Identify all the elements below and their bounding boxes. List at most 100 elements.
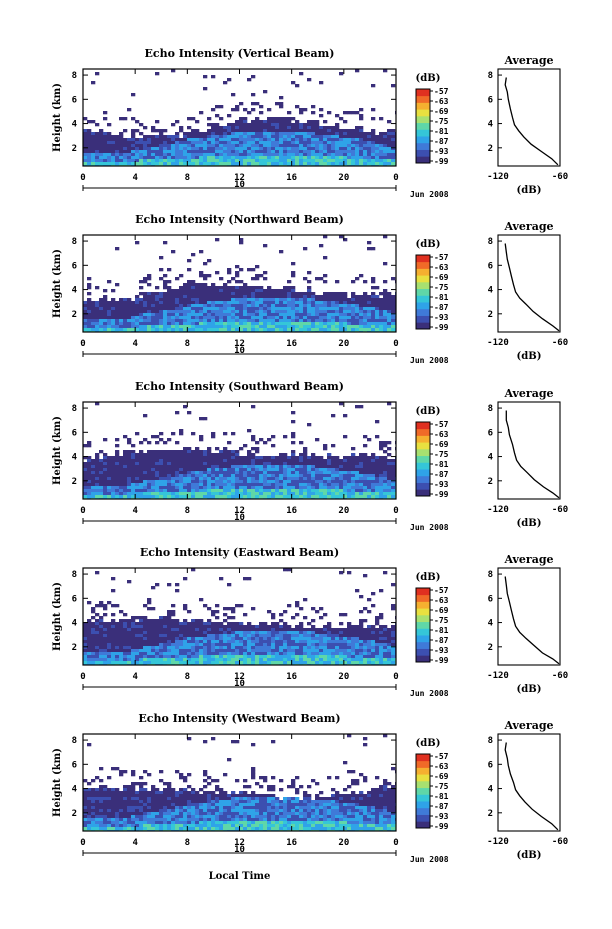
heatmap-cell xyxy=(299,625,304,629)
heatmap-cell xyxy=(103,301,108,305)
heatmap-cell xyxy=(123,468,128,472)
heatmap-cell xyxy=(355,480,360,484)
heatmap-cell xyxy=(371,156,376,160)
heatmap-cell xyxy=(207,156,212,160)
heatmap-cell xyxy=(291,477,296,481)
heatmap-cell xyxy=(115,453,120,457)
heatmap-cell xyxy=(115,156,120,160)
heatmap-cell xyxy=(311,292,316,296)
heatmap-cell xyxy=(235,132,240,136)
heatmap-cell xyxy=(311,459,316,463)
heatmap-cell xyxy=(131,655,136,659)
heatmap-cell xyxy=(155,465,160,469)
heatmap-cell xyxy=(251,435,256,439)
heatmap-cell xyxy=(147,304,152,308)
heatmap-cell xyxy=(179,153,184,157)
heatmap-cell xyxy=(299,456,304,460)
heatmap-cell xyxy=(159,631,164,635)
heatmap-cell xyxy=(219,622,224,626)
heatmap-cell xyxy=(219,153,224,157)
heatmap-cell xyxy=(111,135,116,139)
heatmap-cell xyxy=(223,153,228,157)
heatmap-cell xyxy=(303,304,308,308)
heatmap-cell xyxy=(295,129,300,133)
heatmap-cell xyxy=(187,480,192,484)
heatmap-cell xyxy=(171,631,176,635)
heatmap-cell xyxy=(351,465,356,469)
heatmap-cell xyxy=(183,495,188,499)
heatmap-cell xyxy=(335,489,340,493)
heatmap-cell xyxy=(311,307,316,311)
heatmap-cell xyxy=(115,313,120,317)
heatmap-cell xyxy=(231,93,236,97)
heatmap-cell xyxy=(95,316,100,320)
heatmap-cell xyxy=(323,304,328,308)
heatmap-cell xyxy=(311,646,316,650)
heatmap-cell xyxy=(299,150,304,154)
heatmap-cell xyxy=(115,325,120,329)
heatmap-cell xyxy=(315,153,320,157)
heatmap-cell xyxy=(207,468,212,472)
heatmap-cell xyxy=(103,295,108,299)
heatmap-cell xyxy=(215,483,220,487)
heatmap-cell xyxy=(219,126,224,130)
heatmap-cell xyxy=(387,150,392,154)
heatmap-cell xyxy=(215,292,220,296)
heatmap-cell xyxy=(355,69,360,73)
heatmap-cell xyxy=(263,289,268,293)
heatmap-cell xyxy=(115,459,120,463)
heatmap-cell xyxy=(263,661,268,665)
heatmap-cell xyxy=(215,298,220,302)
heatmap-cell xyxy=(235,316,240,320)
heatmap-cell xyxy=(379,474,384,478)
heatmap-cell xyxy=(227,631,232,635)
heatmap-cell xyxy=(327,465,332,469)
heatmap-cell xyxy=(283,471,288,475)
heatmap-cell xyxy=(351,453,356,457)
heatmap-cell xyxy=(255,153,260,157)
heatmap-cell xyxy=(311,483,316,487)
heatmap-cell xyxy=(299,144,304,148)
heatmap-cell xyxy=(335,126,340,130)
heatmap-cell xyxy=(111,640,116,644)
heatmap-cell xyxy=(355,111,360,115)
heatmap-cell xyxy=(287,462,292,466)
heatmap-cell xyxy=(251,144,256,148)
heatmap-cell xyxy=(171,316,176,320)
heatmap-cell xyxy=(315,144,320,148)
heatmap-cell xyxy=(223,316,228,320)
heatmap-cell xyxy=(239,307,244,311)
colorbar-tick-label: -69 xyxy=(434,440,449,449)
heatmap-cell xyxy=(219,483,224,487)
heatmap-cell xyxy=(223,150,228,154)
heatmap-cell xyxy=(359,453,364,457)
heatmap-cell xyxy=(343,319,348,323)
heatmap-cell xyxy=(319,295,324,299)
heatmap-cell xyxy=(155,643,160,647)
heatmap-cell xyxy=(99,468,104,472)
heatmap-cell xyxy=(235,135,240,139)
heatmap-cell xyxy=(171,495,176,499)
heatmap-cell xyxy=(99,477,104,481)
heatmap-cell xyxy=(383,153,388,157)
colorbar-tick-label: -93 xyxy=(434,480,449,489)
heatmap-cell xyxy=(219,325,224,329)
heatmap-cell xyxy=(87,661,92,665)
heatmap-cell xyxy=(223,129,228,133)
heatmap-cell xyxy=(99,316,104,320)
heatmap-cell xyxy=(111,655,116,659)
heatmap-cell xyxy=(167,495,172,499)
heatmap-cell xyxy=(91,649,96,653)
heatmap-cell xyxy=(299,328,304,332)
heatmap-cell xyxy=(103,150,108,154)
heatmap-cell xyxy=(175,655,180,659)
heatmap-cell xyxy=(323,135,328,139)
heatmap-cell xyxy=(311,120,316,124)
heatmap-cell xyxy=(87,441,92,445)
heatmap-cell xyxy=(123,319,128,323)
heatmap-cell xyxy=(235,661,240,665)
heatmap-cell xyxy=(351,492,356,496)
heatmap-cell xyxy=(299,480,304,484)
heatmap-cell xyxy=(179,159,184,163)
heatmap-cell xyxy=(379,462,384,466)
